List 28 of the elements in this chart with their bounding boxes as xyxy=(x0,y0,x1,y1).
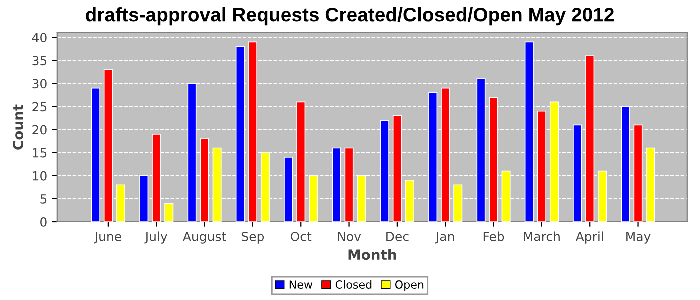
x-tick-label: June xyxy=(94,232,122,244)
x-tick-label: May xyxy=(626,232,651,244)
y-tick-label: 10 xyxy=(33,171,47,181)
x-tick-label: Sep xyxy=(242,232,264,244)
y-tick-label: 15 xyxy=(33,148,47,158)
x-tick-label: Oct xyxy=(291,232,312,242)
x-tick-label: Nov xyxy=(338,232,362,242)
y-tick-label: 5 xyxy=(40,194,47,204)
y-tick-label: 25 xyxy=(32,102,47,112)
bar xyxy=(164,203,174,222)
y-tick-label: 0 xyxy=(40,217,47,227)
x-axis-title: Month xyxy=(348,249,396,260)
x-tick-label: Dec xyxy=(386,232,409,242)
x-tick-label: August xyxy=(183,232,226,244)
x-tick-label: March xyxy=(524,232,560,242)
legend-label: Open xyxy=(395,280,424,292)
y-tick-label: 20 xyxy=(32,125,47,135)
y-axis-title: Count xyxy=(13,104,24,150)
y-tick-label: 30 xyxy=(32,79,47,89)
legend-label: Closed xyxy=(336,280,372,289)
x-tick-label: Jan xyxy=(435,232,454,244)
x-tick-label: April xyxy=(576,232,604,244)
y-tick-label: 40 xyxy=(32,33,47,43)
legend-label: New xyxy=(290,280,313,289)
x-tick-label: Feb xyxy=(484,232,504,242)
y-tick-label: 35 xyxy=(32,56,47,66)
chart-title: drafts-approval Requests Created/Closed/Open May 2012 xyxy=(86,8,614,26)
x-tick-label: July xyxy=(144,232,168,244)
